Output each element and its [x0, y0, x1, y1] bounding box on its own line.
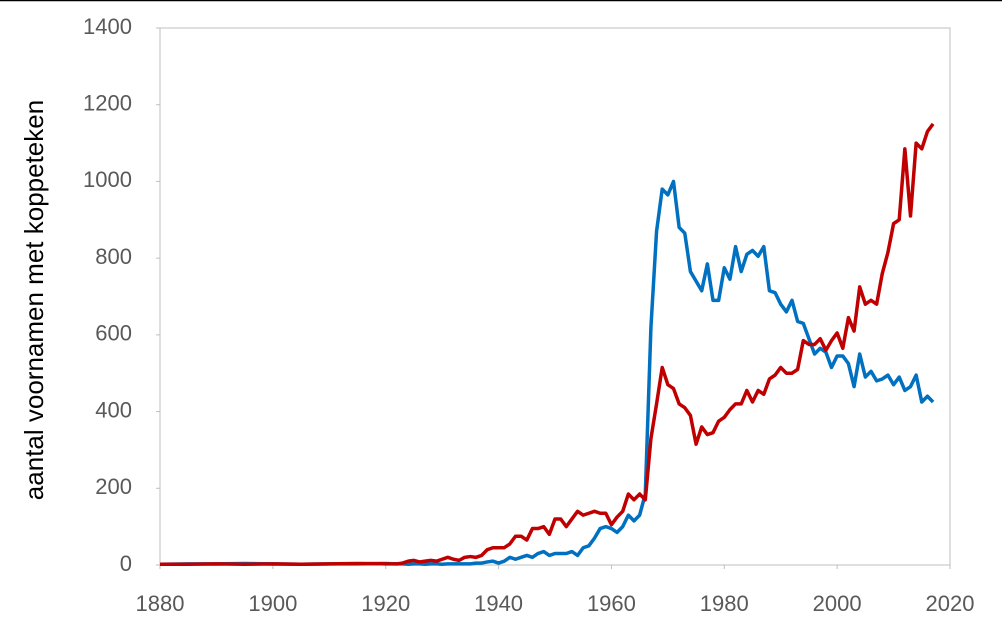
series-line — [160, 122, 935, 566]
x-tick-label: 1960 — [587, 591, 636, 616]
plot-frame — [159, 27, 951, 566]
x-tick-label: 1920 — [361, 591, 410, 616]
x-tick-label: 2020 — [926, 591, 975, 616]
x-tick-label: 1940 — [474, 591, 523, 616]
series-line — [159, 179, 935, 566]
y-tick-label: 1000 — [83, 167, 132, 192]
y-tick-label: 800 — [95, 244, 132, 269]
y-axis-label: aantal voornamen met koppeteken — [19, 100, 49, 500]
y-tick-label: 600 — [95, 321, 132, 346]
x-tick-label: 1980 — [700, 591, 749, 616]
x-tick-label: 2000 — [813, 591, 862, 616]
y-tick-label: 200 — [95, 474, 132, 499]
y-tick-label: 1400 — [83, 14, 132, 39]
y-tick-label: 400 — [95, 397, 132, 422]
x-tick-label: 1880 — [136, 591, 185, 616]
x-tick-label: 1900 — [248, 591, 297, 616]
y-tick-label: 1200 — [83, 91, 132, 116]
y-tick-label: 0 — [120, 551, 132, 576]
